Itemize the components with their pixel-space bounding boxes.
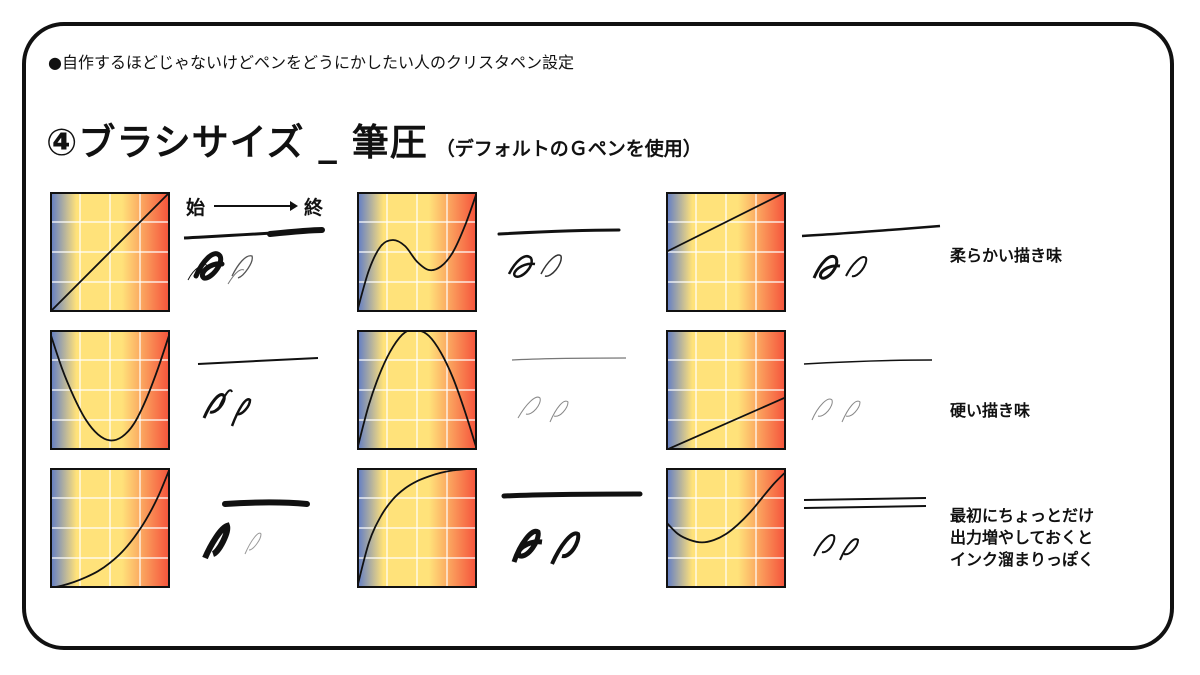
pressure-curve-line bbox=[50, 332, 170, 442]
pressure-curve-svg bbox=[50, 192, 170, 312]
pressure-curve-line bbox=[50, 468, 170, 588]
page-subtitle: （デフォルトのＧペンを使用） bbox=[435, 138, 702, 160]
graph-border bbox=[666, 330, 786, 450]
graph-border bbox=[666, 192, 786, 312]
graph-border bbox=[50, 330, 170, 450]
caption-row3-line2: 出力増やしておくと bbox=[950, 528, 1094, 547]
pressure-graph-row3-col2 bbox=[357, 468, 477, 588]
caption-row1: 柔らかい描き味 bbox=[950, 245, 1062, 267]
pressure-curve-line bbox=[50, 192, 170, 312]
graph-border bbox=[666, 468, 786, 588]
pressure-curve-svg bbox=[357, 330, 477, 450]
pressure-curve-svg bbox=[357, 192, 477, 312]
stroke-sample-row1-col1 bbox=[183, 227, 325, 285]
stroke-sample-row2-col1 bbox=[197, 357, 319, 427]
pressure-graph-row1-col1 bbox=[50, 192, 170, 312]
caption-row3-line3: インク溜まりっぽく bbox=[950, 550, 1095, 569]
legend-start-label: 始 bbox=[186, 197, 206, 219]
pressure-curve-line bbox=[666, 396, 786, 450]
pressure-curve-svg bbox=[666, 468, 786, 588]
pressure-curve-line bbox=[666, 470, 786, 544]
stroke-sample-row3-col1 bbox=[202, 499, 310, 560]
pressure-curve-line bbox=[666, 192, 786, 253]
pressure-graph-row2-col2 bbox=[357, 330, 477, 450]
graph-border bbox=[357, 468, 477, 588]
caption-row3: 最初にちょっとだけ 出力増やしておくと インク溜まりっぽく bbox=[950, 505, 1094, 571]
stroke-sample-row2-col2 bbox=[511, 357, 627, 423]
stroke-sample-row1-col3 bbox=[801, 224, 941, 280]
stroke-sample-row1-col2 bbox=[497, 228, 621, 278]
caption-row2-line1: 硬い描き味 bbox=[950, 401, 1031, 420]
graph-border bbox=[357, 192, 477, 312]
caption-row3-line1: 最初にちょっとだけ bbox=[950, 506, 1095, 525]
pressure-graph-row2-col3 bbox=[666, 330, 786, 450]
page-header: ●自作するほどじゃないけどペンをどうにかしたい人のクリスタペン設定 bbox=[48, 53, 574, 72]
caption-row2: 硬い描き味 bbox=[950, 400, 1030, 422]
pressure-graph-row1-col2 bbox=[357, 192, 477, 312]
pressure-curve-svg bbox=[666, 330, 786, 450]
graph-border bbox=[50, 468, 170, 588]
stroke-sample-row3-col2 bbox=[501, 491, 643, 565]
pressure-curve-svg bbox=[50, 330, 170, 450]
stroke-sample-row3-col3 bbox=[803, 497, 927, 561]
graph-border bbox=[357, 330, 477, 450]
pressure-graph-row1-col3 bbox=[666, 192, 786, 312]
pressure-graph-row3-col3 bbox=[666, 468, 786, 588]
page-title: ④ブラシサイズ _ 筆圧 bbox=[46, 121, 428, 164]
pressure-graph-row3-col1 bbox=[50, 468, 170, 588]
pressure-curve-svg bbox=[357, 468, 477, 588]
pressure-curve-line bbox=[357, 192, 477, 312]
stroke-sample-row2-col3 bbox=[803, 359, 933, 423]
pressure-curve-svg bbox=[50, 468, 170, 588]
title-row: ④ブラシサイズ _ 筆圧 （デフォルトのＧペンを使用） bbox=[46, 112, 702, 166]
stroke-direction-legend: 始 終 bbox=[186, 193, 326, 219]
pressure-curve-line bbox=[357, 330, 477, 450]
caption-row1-line1: 柔らかい描き味 bbox=[950, 246, 1063, 265]
pressure-graph-row2-col1 bbox=[50, 330, 170, 450]
graph-border bbox=[50, 192, 170, 312]
pressure-curve-svg bbox=[666, 192, 786, 312]
arrow-right-icon bbox=[214, 201, 298, 211]
legend-end-label: 終 bbox=[304, 197, 324, 219]
